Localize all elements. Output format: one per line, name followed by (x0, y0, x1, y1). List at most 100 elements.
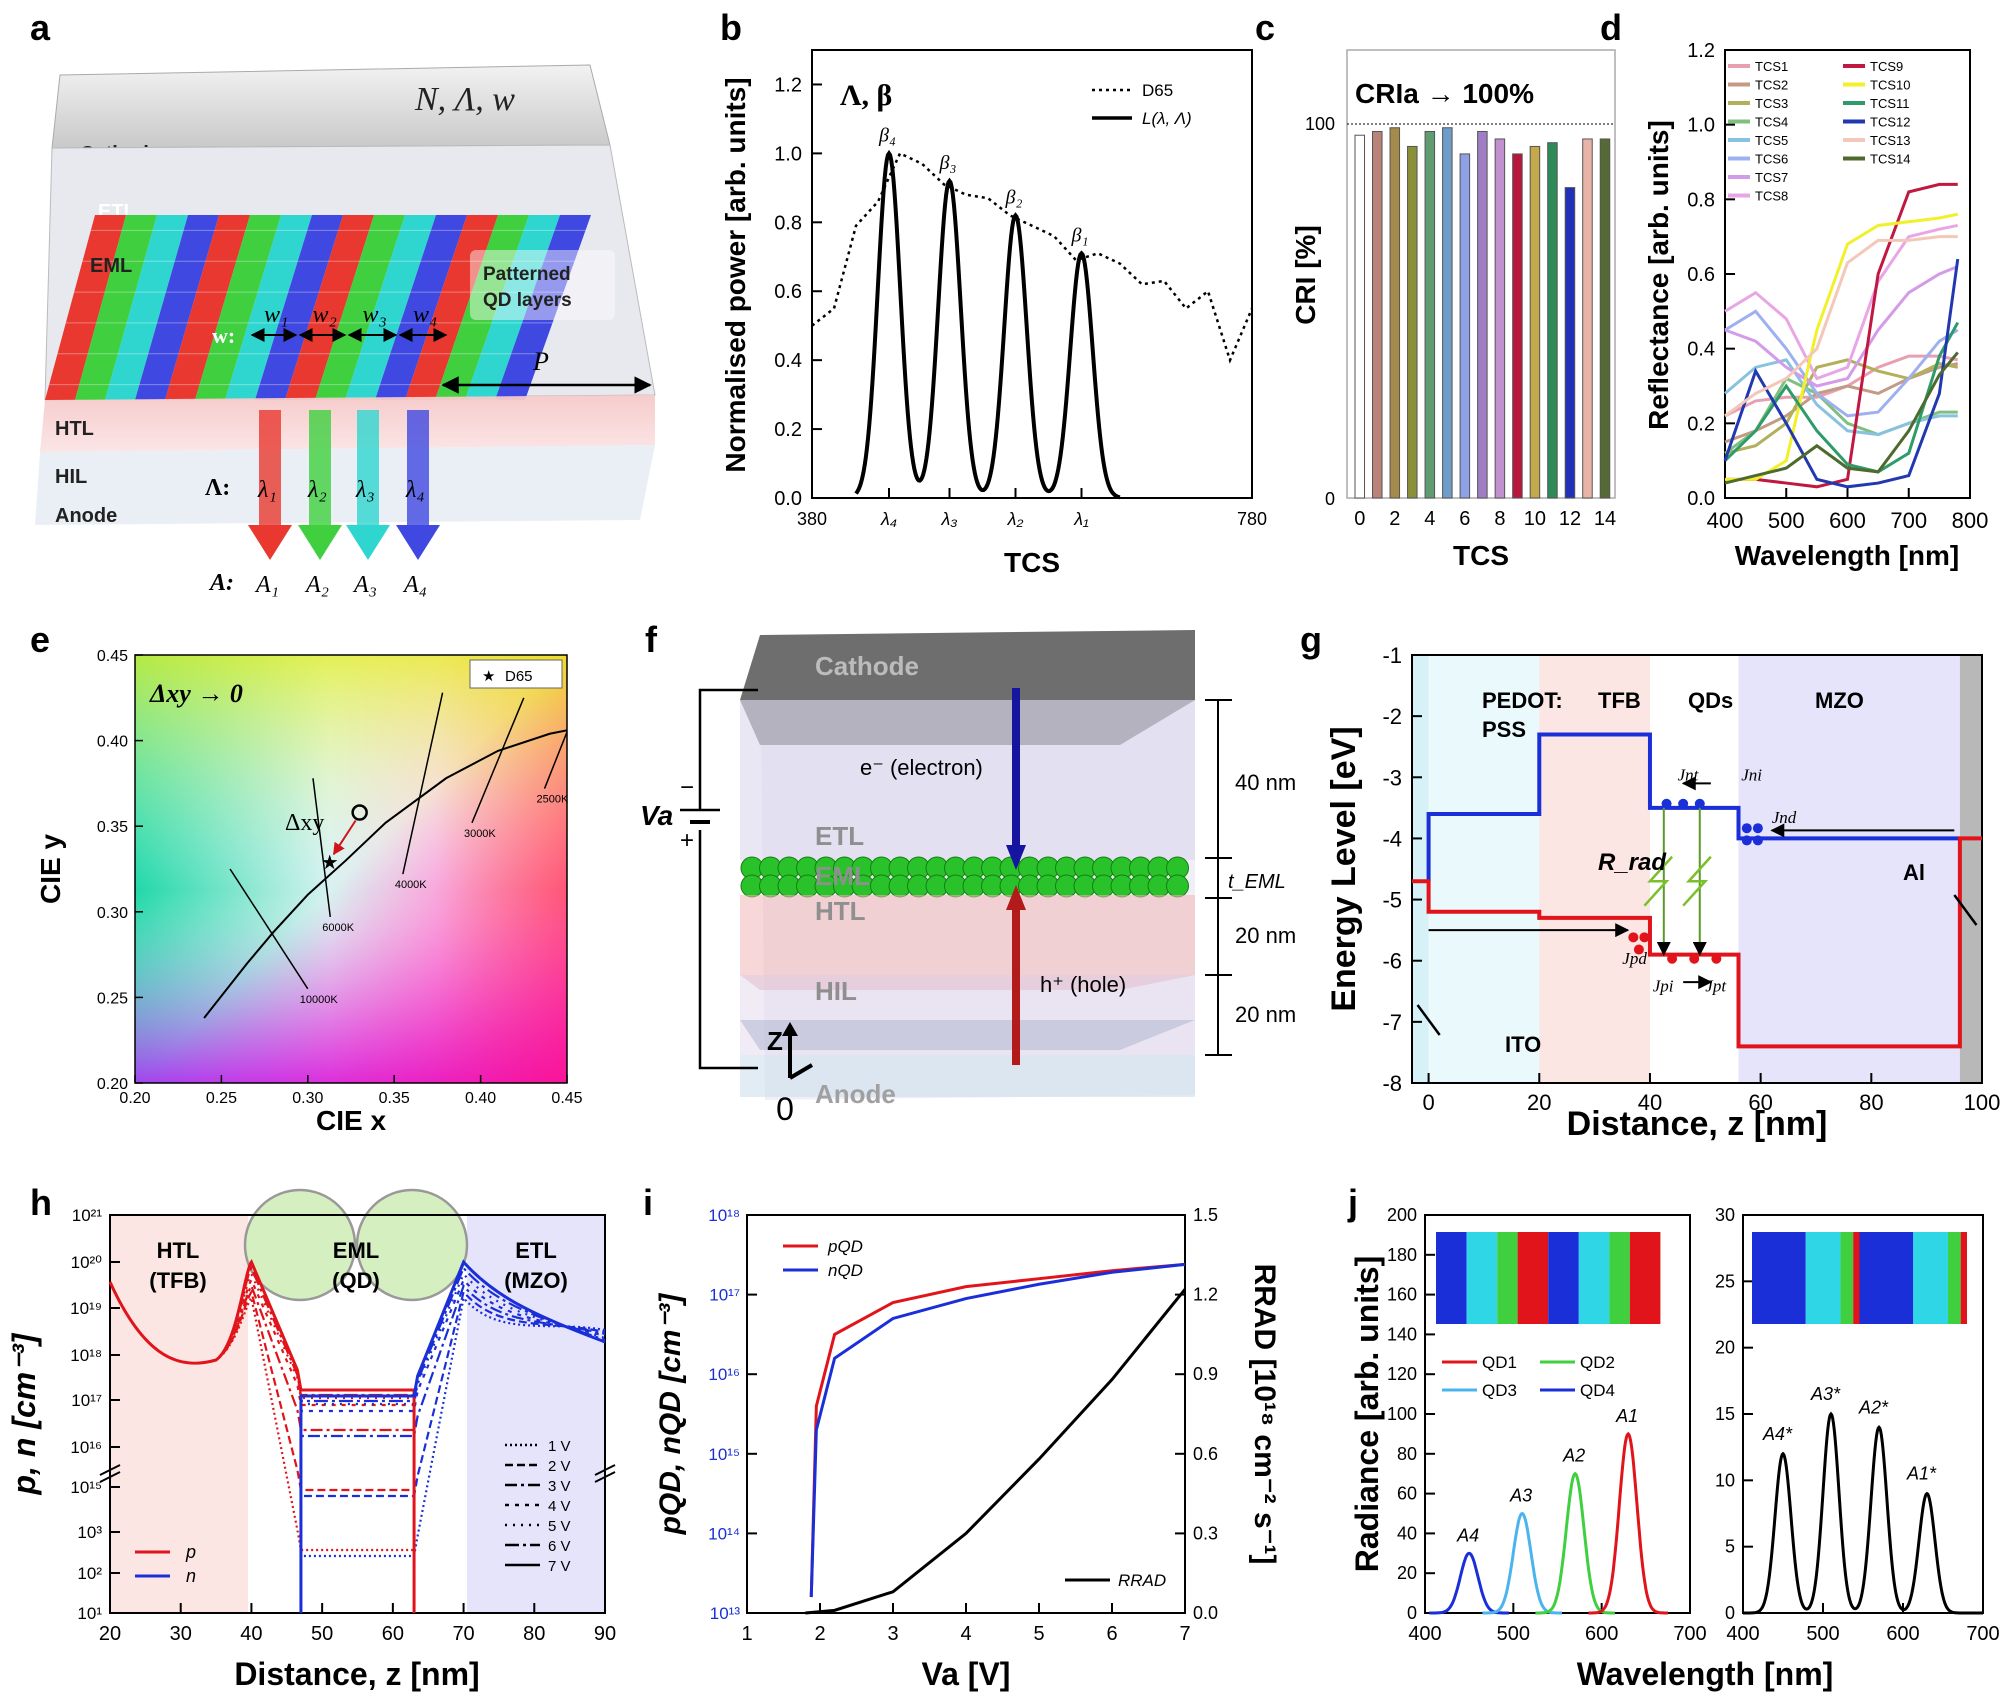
d-xtick-label: 400 (1707, 508, 1744, 533)
c-bar (1599, 138, 1611, 499)
current-label: Jnt (1678, 765, 1700, 784)
g-xtick-label: 0 (1422, 1090, 1434, 1115)
h-legend-label: 1 V (548, 1438, 571, 1455)
plot-frame-h (109, 1214, 606, 1614)
h-legend-label: 3 V (548, 1478, 571, 1495)
i-xtick-label: 7 (1179, 1623, 1190, 1645)
j-stripe-left (1629, 1232, 1661, 1324)
h-xtick-label: 80 (523, 1623, 545, 1645)
j-y-axis-title: Radiance [arb. units] (1349, 1256, 1385, 1573)
e-xtick-label: 0.25 (206, 1090, 237, 1107)
anode-label: Anode (55, 505, 117, 527)
j-label-right: A1* (1906, 1464, 1937, 1484)
b-ytick-label: 0.6 (774, 281, 802, 303)
hole-dot (1628, 932, 1639, 943)
j-ytick-label-left: 40 (1397, 1523, 1417, 1543)
qd-stripe (75, 215, 157, 400)
j-ytick-label-right: 20 (1715, 1338, 1735, 1358)
i-xtick-label: 2 (814, 1623, 825, 1645)
legend-d65-label: D65 (1142, 81, 1173, 100)
j-xtick-label-right: 500 (1806, 1623, 1839, 1645)
j-ytick-label-left: 160 (1387, 1285, 1417, 1305)
panel-letter-i: i (643, 1182, 653, 1223)
d-ytick-label: 0.8 (1687, 189, 1715, 211)
patterned-box (470, 250, 615, 320)
d65-star: ★ (321, 852, 339, 874)
c-y-axis-title: CRI [%] (1290, 225, 1321, 325)
c-xtick-label: 2 (1389, 508, 1400, 530)
j-stripe-left (1578, 1232, 1610, 1324)
b-x-axis-title: TCS (1004, 547, 1060, 578)
f-etl-label: ETL (815, 821, 864, 851)
c-bar (1372, 130, 1383, 499)
f-hil-label: HIL (815, 976, 857, 1006)
e-ytick-label: 0.45 (97, 648, 128, 665)
isotherm-label: 3000K (464, 828, 496, 840)
e-ytick-label: 0.25 (97, 990, 128, 1007)
cathode-slab (51, 64, 611, 149)
j-stripe-right (1859, 1232, 1914, 1324)
nqd-line (809, 1262, 1186, 1598)
current-label: Jpi (1653, 976, 1674, 995)
d-line-tcs7 (1724, 265, 1959, 388)
ito-pointer (1416, 1004, 1441, 1036)
panel-letter-g: g (1300, 619, 1322, 660)
j-peak-left (1535, 1471, 1615, 1615)
target-point (351, 804, 368, 821)
j-x-axis-title: Wavelength [nm] (1577, 1656, 1834, 1692)
d-legend-label: TCS9 (1870, 59, 1903, 74)
emission-arrow-shaft (407, 410, 429, 525)
h-voltage-legend: 1 V 2 V 3 V 4 V 5 V 6 V 7 V (505, 1438, 571, 1575)
panel-f: f Cathode ETL EML HTL HIL Anode e⁻ (elec… (640, 619, 1296, 1127)
i-ytick-label: 10¹³ (710, 1604, 741, 1623)
d-legend-label: TCS7 (1755, 170, 1788, 185)
panel-g: g 0 20 40 60 80 100 -1 -2 -3 -4 -5 -6 -7 -8 Jnt Jni Jnd… (1300, 619, 2000, 1143)
j-ytick-label-left: 100 (1387, 1404, 1417, 1424)
j-ytick-label-left: 180 (1387, 1245, 1417, 1265)
j-legend-qd1: QD1 (1482, 1353, 1517, 1372)
width-label: w₁ (264, 302, 288, 328)
e-axes: 0.20 0.25 0.30 0.35 0.40 0.45 0.20 0.25 0.30 0.35… (97, 648, 583, 1107)
qd-spectrum-line (854, 149, 1121, 500)
j-xtick-label-right: 600 (1886, 1623, 1919, 1645)
panel-a: a Cathode N, Λ, w ETL Patterned QD layer… (30, 7, 656, 598)
j-ytick-label-right: 15 (1715, 1404, 1735, 1424)
g-tfb-region (1539, 655, 1650, 1083)
hil-slab (35, 445, 655, 525)
panel-letter-d: d (1600, 7, 1622, 48)
b-ytick-label: 0.0 (774, 488, 802, 510)
i-xtick-label: 4 (960, 1623, 971, 1645)
panel-c: c 0 2 4 6 8 10 12 14 CRIa → 100% 100 0 TCS CRI … (1255, 7, 1616, 571)
panel-e: e 0.20 0.25 0.30 0.35 0.40 0.450.200.250.300.… (30, 619, 583, 1136)
c-xtick-label: 0 (1354, 508, 1365, 530)
i-ytick-label: 10¹⁵ (708, 1445, 740, 1464)
j-xtick-label-right: 400 (1726, 1623, 1759, 1645)
b-xtick-label: 380 (797, 509, 827, 529)
i-y-axis-title: pQD, nQD [cm⁻³] (654, 1293, 687, 1536)
h-legend-p-label: p (185, 1542, 196, 1562)
c-ytick-100: 100 (1305, 114, 1335, 134)
c-bar (1354, 134, 1366, 499)
f-cathode-label: Cathode (815, 651, 919, 681)
emission-arrow-head (248, 525, 292, 560)
isotherm-label: 10000K (300, 994, 339, 1006)
d-xtick-label: 700 (1890, 508, 1927, 533)
panel-letter-f: f (645, 619, 658, 660)
electron-dot (1752, 835, 1763, 846)
h-n-line (299, 1289, 606, 1613)
j-ytick-label-left: 60 (1397, 1484, 1417, 1504)
electron-dot (1741, 835, 1752, 846)
isotherm-line (543, 731, 568, 789)
hole-dot (1689, 953, 1700, 964)
e-ytick-label: 0.30 (97, 905, 128, 922)
d-ytick-label: 0.6 (1687, 264, 1715, 286)
h-eml-label: EML (333, 1238, 379, 1263)
c-bar (1494, 138, 1506, 499)
hole-arrow-head (1006, 885, 1026, 910)
h-ytick-label: 10¹⁶ (70, 1438, 102, 1457)
qd-stripe (105, 215, 188, 400)
b-x-axis: 380 λ₄ λ₃ λ₂ λ₁ 780 (797, 488, 1267, 529)
c-xtick-label: 10 (1524, 508, 1546, 530)
j-peak-left (1482, 1511, 1562, 1615)
panel-letter-c: c (1255, 7, 1275, 48)
